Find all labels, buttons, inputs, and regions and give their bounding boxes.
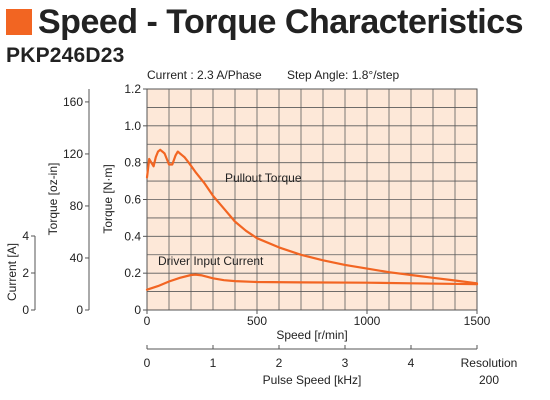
page-title: Speed - Torque Characteristics: [38, 2, 524, 41]
x-tick-label: 1500: [464, 314, 491, 328]
y-axis-ticks: 0 0.2 0.4 0.6 0.8 1.0 1.2: [124, 82, 147, 317]
y-axis-label: Torque [N·m]: [101, 164, 115, 233]
legend-label-pullout-torque: Pullout Torque: [225, 171, 302, 185]
step-angle-info: Step Angle: 1.8°/step: [287, 68, 400, 82]
y2-tick-label: 160: [63, 95, 83, 109]
pulse-tick-label: 1: [210, 356, 217, 370]
x-tick-label: 0: [144, 314, 151, 328]
x-axis-ticks: 0 500 1000 1500: [144, 310, 491, 328]
pulse-tick-label: 0: [144, 356, 151, 370]
driver-input-current-line: [145, 273, 479, 291]
pulse-tick-label: 2: [276, 356, 283, 370]
pulse-axis-ticks: 0 1 2 3 4: [144, 345, 478, 370]
y-tick-label: 0.6: [124, 193, 141, 207]
y-tick-label: 1.0: [124, 119, 141, 133]
y2-tick-label: 40: [70, 251, 84, 265]
series-group: [145, 148, 479, 291]
pulse-tick-label: 3: [342, 356, 349, 370]
y3-axis-ticks: 0 2 4: [22, 229, 35, 317]
y3-tick-label: 4: [22, 229, 29, 243]
pulse-axis-label: Pulse Speed [kHz]: [263, 373, 362, 387]
resolution-value: 200: [479, 373, 499, 387]
y2-tick-label: 0: [76, 303, 83, 317]
y-tick-label: 1.2: [124, 82, 141, 96]
legend-label-driver-input-current: Driver Input Current: [158, 254, 264, 268]
current-info: Current : 2.3 A/Phase: [147, 68, 262, 82]
y3-tick-label: 2: [22, 266, 29, 280]
resolution-label: Resolution: [461, 356, 518, 370]
y2-axis-ticks: 0 40 80 120 160: [63, 95, 89, 317]
y-tick-label: 0.4: [124, 229, 141, 243]
pulse-tick-label: 4: [408, 356, 415, 370]
pullout-torque-line: [145, 148, 479, 285]
y-tick-label: 0: [134, 303, 141, 317]
x-axis-label: Speed [r/min]: [276, 328, 347, 342]
y3-tick-label: 0: [22, 303, 29, 317]
model-number: PKP246D23: [6, 44, 125, 67]
x-tick-label: 1000: [354, 314, 381, 328]
title-row: Speed - Torque Characteristics: [6, 2, 524, 42]
y2-tick-label: 120: [63, 147, 83, 161]
y-tick-label: 0.2: [124, 266, 141, 280]
x-tick-label: 500: [247, 314, 267, 328]
y3-axis-label: Current [A]: [5, 243, 19, 301]
y2-tick-label: 80: [70, 199, 84, 213]
orange-square-icon: [6, 9, 32, 35]
y2-axis-label: Torque [oz-in]: [46, 163, 60, 236]
y-tick-label: 0.8: [124, 156, 141, 170]
